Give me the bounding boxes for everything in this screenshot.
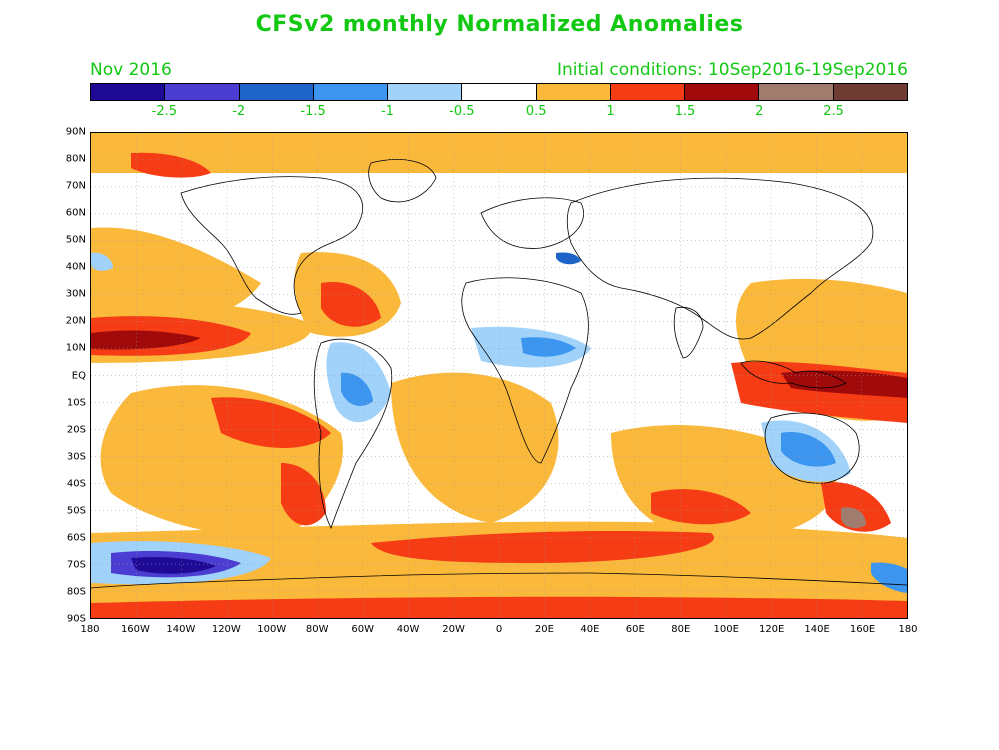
latitude-tick-label: 50N bbox=[65, 234, 86, 246]
greenland-outline bbox=[368, 159, 437, 203]
longitude-tick-label: 80W bbox=[305, 624, 329, 635]
legend-swatch bbox=[536, 84, 611, 100]
latitude-tick-label: 20N bbox=[65, 315, 86, 327]
anomaly-shading-positive bbox=[91, 133, 907, 618]
longitude-tick-label: 180 bbox=[898, 624, 918, 635]
amazon-cold-strong bbox=[341, 372, 373, 406]
longitude-tick-label: 80E bbox=[671, 624, 691, 635]
legend-tick-label: 1 bbox=[606, 104, 615, 119]
south-pacific-strong bbox=[211, 397, 331, 448]
latitude-tick-label: 30N bbox=[65, 288, 86, 300]
legend-swatch bbox=[833, 84, 907, 100]
arctic-strong bbox=[131, 152, 211, 178]
australia-cold-strong bbox=[781, 432, 836, 467]
map-frame bbox=[90, 132, 908, 619]
longitude-tick-label: 40E bbox=[580, 624, 600, 635]
longitude-tick-label: 160E bbox=[849, 624, 876, 635]
longitude-tick-label: 20E bbox=[534, 624, 554, 635]
longitude-tick-label: 100E bbox=[713, 624, 739, 635]
legend-tick-label: 1.5 bbox=[674, 104, 696, 119]
legend-swatch bbox=[165, 84, 240, 100]
asia-outline bbox=[566, 177, 874, 340]
longitude-tick-label: 20W bbox=[442, 624, 465, 635]
legend-tick-label: -2 bbox=[232, 104, 246, 119]
legend-swatch bbox=[610, 84, 686, 100]
north-america-outline bbox=[180, 176, 364, 315]
legend-tick-label: -1 bbox=[380, 104, 394, 119]
south-pacific-cold-core bbox=[131, 557, 216, 574]
latitude-tick-label: 80S bbox=[66, 586, 86, 598]
legend-tick-label: 2 bbox=[755, 104, 764, 119]
tropical-pacific-core bbox=[91, 330, 201, 350]
longitude-tick-label: 60W bbox=[351, 624, 374, 635]
north-atlantic-strong bbox=[321, 282, 381, 327]
longitude-tick-label: 140W bbox=[166, 624, 196, 635]
latitude-tick-label: 10N bbox=[65, 342, 86, 354]
maritime-continent-outline bbox=[740, 360, 847, 389]
map-title: CFSv2 monthly Normalized Anomalies bbox=[255, 12, 744, 37]
latitude-tick-label: 30S bbox=[66, 451, 86, 463]
legend-swatch bbox=[239, 84, 314, 100]
legend-swatch bbox=[759, 84, 834, 100]
latitude-tick-label: 40N bbox=[65, 261, 86, 273]
tasman-core bbox=[841, 507, 866, 529]
longitude-tick-label: 0 bbox=[495, 624, 503, 635]
southern-ocean-strong bbox=[371, 531, 715, 563]
east-antarctic-cold bbox=[871, 562, 907, 593]
latitude-tick-label: EQ bbox=[71, 370, 86, 381]
legend-swatch bbox=[91, 84, 166, 100]
caspian-cold bbox=[556, 252, 581, 265]
latitude-tick-label: 90N bbox=[65, 126, 86, 138]
longitude-tick-label: 40W bbox=[396, 624, 420, 635]
tasman-strong bbox=[821, 482, 891, 532]
longitude-tick-label: 100W bbox=[257, 624, 287, 635]
north-pacific-cold bbox=[91, 252, 113, 271]
longitude-tick-label: 60E bbox=[625, 624, 645, 635]
longitude-tick-label: 120E bbox=[758, 624, 785, 635]
antarctica-outline bbox=[91, 572, 907, 589]
latitude-tick-label: 90S bbox=[66, 613, 86, 625]
antarctic-coast-strong bbox=[91, 596, 907, 618]
latitude-tick-label: 40S bbox=[66, 478, 86, 490]
latitude-tick-label: 60S bbox=[66, 532, 86, 544]
legend-swatch bbox=[313, 84, 389, 100]
legend-swatch bbox=[462, 84, 537, 100]
legend-swatch bbox=[388, 84, 463, 100]
legend-tick-label: 0.5 bbox=[525, 104, 547, 119]
legend-tick-label: -0.5 bbox=[449, 104, 475, 119]
legend-tick-label: -1.5 bbox=[300, 104, 326, 119]
latitude-tick-label: 20S bbox=[66, 424, 86, 436]
australia-outline bbox=[764, 412, 860, 484]
chile-offshore-strong bbox=[281, 463, 326, 526]
indian-ocean-strong bbox=[651, 489, 751, 525]
latitude-tick-label: 80N bbox=[65, 153, 86, 165]
longitude-tick-label: 160W bbox=[120, 624, 150, 635]
latitude-tick-label: 50S bbox=[66, 505, 86, 517]
longitude-tick-label: 140E bbox=[804, 624, 830, 635]
latitude-tick-label: 70S bbox=[66, 559, 86, 571]
latitude-tick-label: 10S bbox=[66, 397, 86, 409]
legend-tick-label: 2.5 bbox=[823, 104, 844, 119]
south-atlantic-warm bbox=[391, 372, 559, 523]
india-outline bbox=[673, 306, 704, 359]
continent-outlines bbox=[91, 159, 907, 589]
africa-cold-strong bbox=[521, 337, 576, 357]
color-legend-bar bbox=[90, 83, 908, 101]
legend-swatch bbox=[685, 84, 760, 100]
initial-conditions-label: Initial conditions: 10Sep2016-19Sep2016 bbox=[556, 60, 908, 80]
latitude-tick-label: 60N bbox=[65, 207, 86, 219]
latitude-tick-label: 70N bbox=[65, 180, 86, 192]
longitude-tick-label: 180 bbox=[80, 624, 100, 635]
anomaly-map bbox=[91, 133, 907, 618]
legend-tick-label: -2.5 bbox=[151, 104, 178, 119]
graticule bbox=[91, 133, 907, 618]
europe-outline bbox=[480, 197, 584, 249]
longitude-tick-label: 120W bbox=[211, 624, 241, 635]
anomaly-shading-negative bbox=[91, 252, 907, 593]
africa-outline bbox=[461, 277, 589, 464]
south-america-outline bbox=[313, 338, 393, 530]
forecast-period-label: Nov 2016 bbox=[90, 60, 172, 80]
